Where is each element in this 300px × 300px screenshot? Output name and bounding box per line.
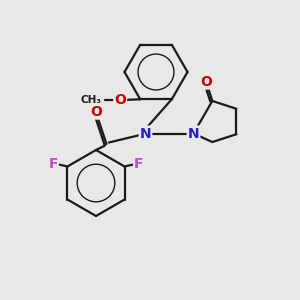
Text: N: N	[140, 127, 151, 140]
Text: O: O	[114, 93, 126, 107]
Text: CH₃: CH₃	[81, 95, 102, 105]
Text: O: O	[200, 75, 212, 88]
Text: N: N	[188, 127, 199, 140]
Text: F: F	[134, 157, 144, 170]
Text: O: O	[90, 105, 102, 118]
Text: F: F	[48, 157, 58, 170]
